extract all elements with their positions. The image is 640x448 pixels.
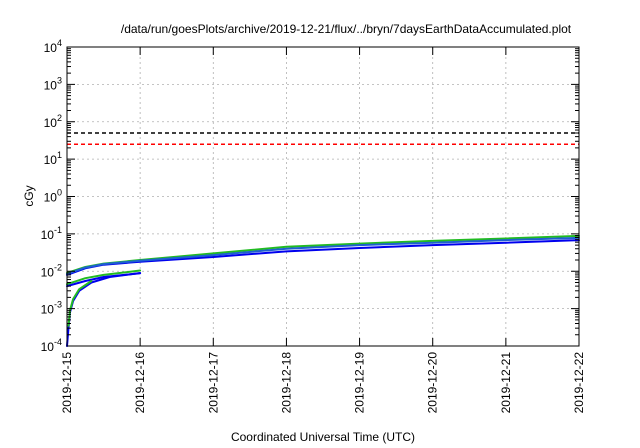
series-line bbox=[67, 280, 93, 327]
x-axis-label: Coordinated Universal Time (UTC) bbox=[231, 430, 415, 444]
y-tick-label: 10-2 bbox=[41, 262, 62, 279]
y-axis-label: cGy bbox=[22, 185, 36, 206]
y-tick-label: 102 bbox=[44, 113, 62, 130]
x-axis: 2019-12-15 2019-12-16 2019-12-17 2019-12-18… bbox=[60, 47, 586, 413]
series-line bbox=[66, 234, 580, 274]
series-line bbox=[66, 236, 580, 275]
y-tick-label: 103 bbox=[44, 75, 62, 92]
x-tick-label: 2019-12-16 bbox=[133, 352, 147, 414]
y-tick-label: 10-4 bbox=[41, 337, 62, 354]
grid-layer bbox=[67, 47, 579, 346]
series-layer bbox=[66, 234, 580, 347]
y-tick-label: 10-1 bbox=[41, 225, 62, 242]
x-tick-label: 2019-12-19 bbox=[353, 352, 367, 414]
y-tick-label: 10-3 bbox=[41, 300, 62, 317]
y-tick-label: 101 bbox=[44, 150, 62, 167]
y-axis: 10-4 10-3 10-2 10-1 100 101 102 103 104 bbox=[41, 38, 579, 354]
x-tick-label: 2019-12-20 bbox=[426, 352, 440, 414]
chart-title: /data/run/goesPlots/archive/2019-12-21/f… bbox=[121, 22, 572, 36]
x-tick-label: 2019-12-18 bbox=[279, 352, 293, 414]
threshold-layer bbox=[67, 132, 579, 146]
y-tick-label: 100 bbox=[44, 188, 62, 205]
y-tick-label: 104 bbox=[44, 38, 62, 55]
x-tick-label: 2019-12-22 bbox=[572, 352, 586, 414]
x-tick-label: 2019-12-21 bbox=[499, 352, 513, 414]
series-line bbox=[66, 269, 142, 286]
x-tick-label: 2019-12-15 bbox=[60, 352, 74, 414]
x-tick-label: 2019-12-17 bbox=[206, 352, 220, 414]
